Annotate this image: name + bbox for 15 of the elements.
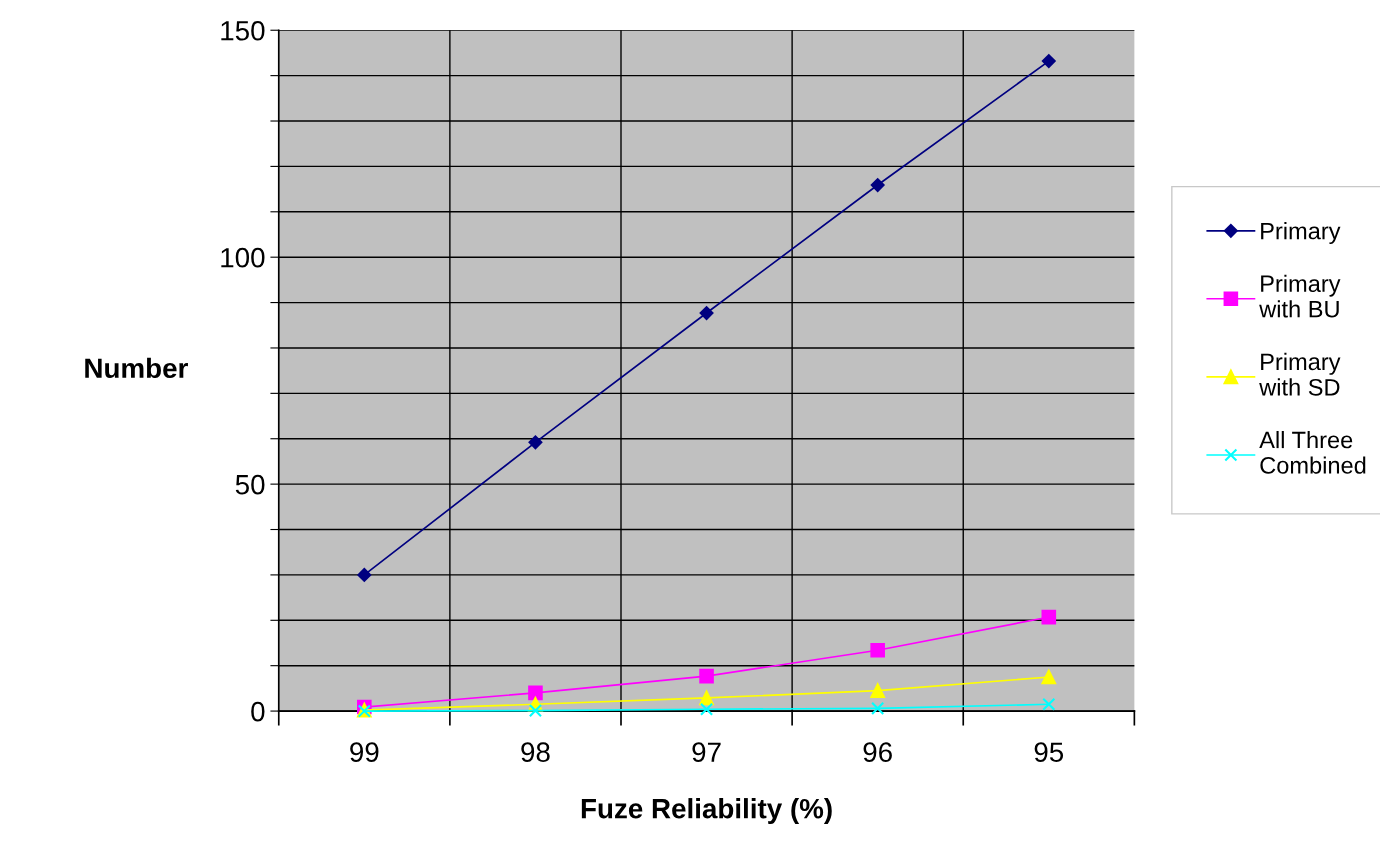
legend-label: Primary	[1261, 222, 1341, 245]
legend-label: Primary with SD	[1259, 352, 1341, 396]
x-tick-label: 95	[1034, 742, 1064, 763]
y-tick-label: 0	[251, 701, 265, 722]
x-axis-title: Fuze Reliability (%)	[581, 798, 832, 824]
y-tick-label: 100	[221, 247, 265, 268]
x-tick-label: 96	[863, 742, 892, 763]
y-tick-label: 150	[221, 20, 265, 41]
y-tick-label: 50	[235, 474, 265, 495]
legend-label: Primary with BU	[1259, 274, 1341, 318]
x-tick-label: 97	[692, 742, 721, 763]
legend-label: All Three Combined	[1259, 431, 1366, 474]
y-axis-title: Number	[85, 357, 188, 379]
x-tick-label: 99	[350, 742, 379, 763]
x-tick-label: 98	[521, 742, 550, 763]
